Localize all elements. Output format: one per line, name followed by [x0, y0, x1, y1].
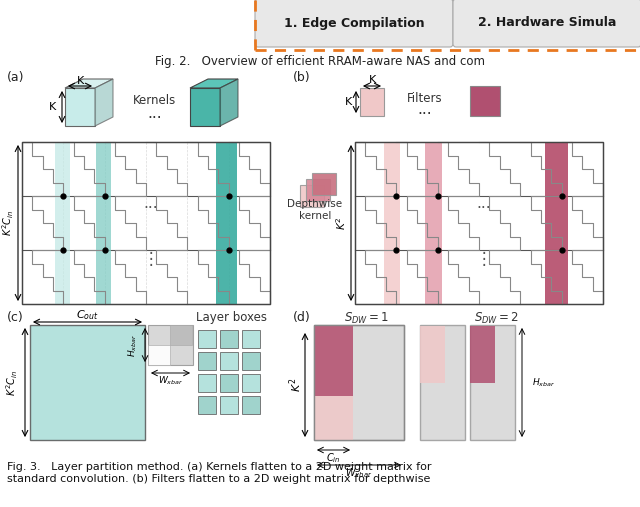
Bar [314, 325, 404, 440]
Polygon shape [220, 79, 238, 126]
Text: Depthwise
kernel: Depthwise kernel [287, 199, 342, 221]
Text: Layer boxes: Layer boxes [196, 311, 268, 324]
Polygon shape [190, 88, 220, 126]
FancyBboxPatch shape [453, 0, 640, 47]
Text: Fig. 3.   Layer partition method. (a) Kernels flatten to a 2D weight matrix for
: Fig. 3. Layer partition method. (a) Kern… [7, 462, 431, 484]
Text: $K^2$: $K^2$ [334, 216, 348, 230]
Text: $C_{out}$: $C_{out}$ [76, 308, 99, 322]
FancyBboxPatch shape [255, 0, 453, 47]
Bar [242, 330, 260, 348]
Bar [242, 352, 260, 370]
Bar [198, 396, 216, 414]
Text: ...: ... [148, 105, 163, 121]
Polygon shape [190, 79, 238, 88]
Bar [30, 325, 145, 440]
Text: K: K [344, 97, 351, 107]
Text: Filters: Filters [407, 92, 443, 105]
Bar [314, 325, 353, 396]
Bar [312, 173, 336, 195]
Bar [314, 325, 404, 440]
Bar [545, 142, 568, 304]
Bar [220, 396, 238, 414]
Text: ...: ... [418, 101, 432, 117]
Text: K: K [49, 102, 56, 112]
Bar [170, 325, 192, 345]
Text: ⋮: ⋮ [476, 249, 492, 268]
Bar [97, 142, 111, 304]
Text: $H_{xbar}$: $H_{xbar}$ [127, 333, 140, 356]
Text: (c): (c) [7, 311, 24, 324]
Text: (d): (d) [293, 311, 311, 324]
Bar [470, 325, 495, 382]
Text: $W_{xbar}$: $W_{xbar}$ [346, 466, 372, 480]
Bar [220, 330, 238, 348]
Bar [216, 142, 237, 304]
Text: $W_{xbar}$: $W_{xbar}$ [158, 375, 183, 387]
Bar [220, 374, 238, 392]
Polygon shape [65, 79, 113, 88]
Text: $K^2C_{in}$: $K^2C_{in}$ [0, 210, 16, 236]
Polygon shape [95, 79, 113, 126]
Bar [425, 142, 442, 304]
Text: K: K [369, 75, 376, 85]
Text: $K^2C_{in}$: $K^2C_{in}$ [4, 369, 20, 395]
Text: $S_{DW}=1$: $S_{DW}=1$ [344, 310, 390, 325]
Text: $H_{xbar}$: $H_{xbar}$ [532, 376, 556, 389]
Text: $K^2$: $K^2$ [288, 378, 304, 392]
Bar [355, 142, 603, 304]
Text: ...: ... [143, 196, 158, 211]
Text: Kernels: Kernels [133, 93, 177, 106]
Bar [306, 179, 330, 201]
Bar [198, 374, 216, 392]
Bar [470, 325, 515, 440]
Bar [470, 86, 500, 116]
Bar [300, 185, 324, 207]
Bar [242, 396, 260, 414]
Bar [22, 142, 270, 304]
Bar [384, 142, 401, 304]
Bar [420, 325, 465, 440]
Bar [22, 142, 270, 304]
Text: Fig. 2.   Overview of efficient RRAM-aware NAS and com: Fig. 2. Overview of efficient RRAM-aware… [155, 55, 485, 68]
Bar [360, 88, 384, 116]
Bar [355, 142, 603, 304]
Text: 1. Edge Compilation: 1. Edge Compilation [284, 17, 424, 29]
Bar [148, 325, 193, 365]
Bar [55, 142, 70, 304]
Text: K: K [76, 76, 84, 86]
Text: 2. Hardware Simula: 2. Hardware Simula [478, 17, 616, 29]
Text: (a): (a) [7, 71, 24, 85]
Bar [148, 345, 170, 365]
Text: $C_{in}$: $C_{in}$ [326, 451, 340, 465]
Bar [198, 352, 216, 370]
Bar [198, 330, 216, 348]
Polygon shape [65, 88, 95, 126]
Text: ...: ... [477, 196, 492, 211]
Bar [242, 374, 260, 392]
Text: ⋮: ⋮ [143, 249, 159, 268]
Text: $S_{DW}=2$: $S_{DW}=2$ [474, 310, 520, 325]
Bar [314, 325, 353, 440]
Text: (b): (b) [293, 71, 310, 85]
Bar [220, 352, 238, 370]
Bar [420, 325, 445, 382]
